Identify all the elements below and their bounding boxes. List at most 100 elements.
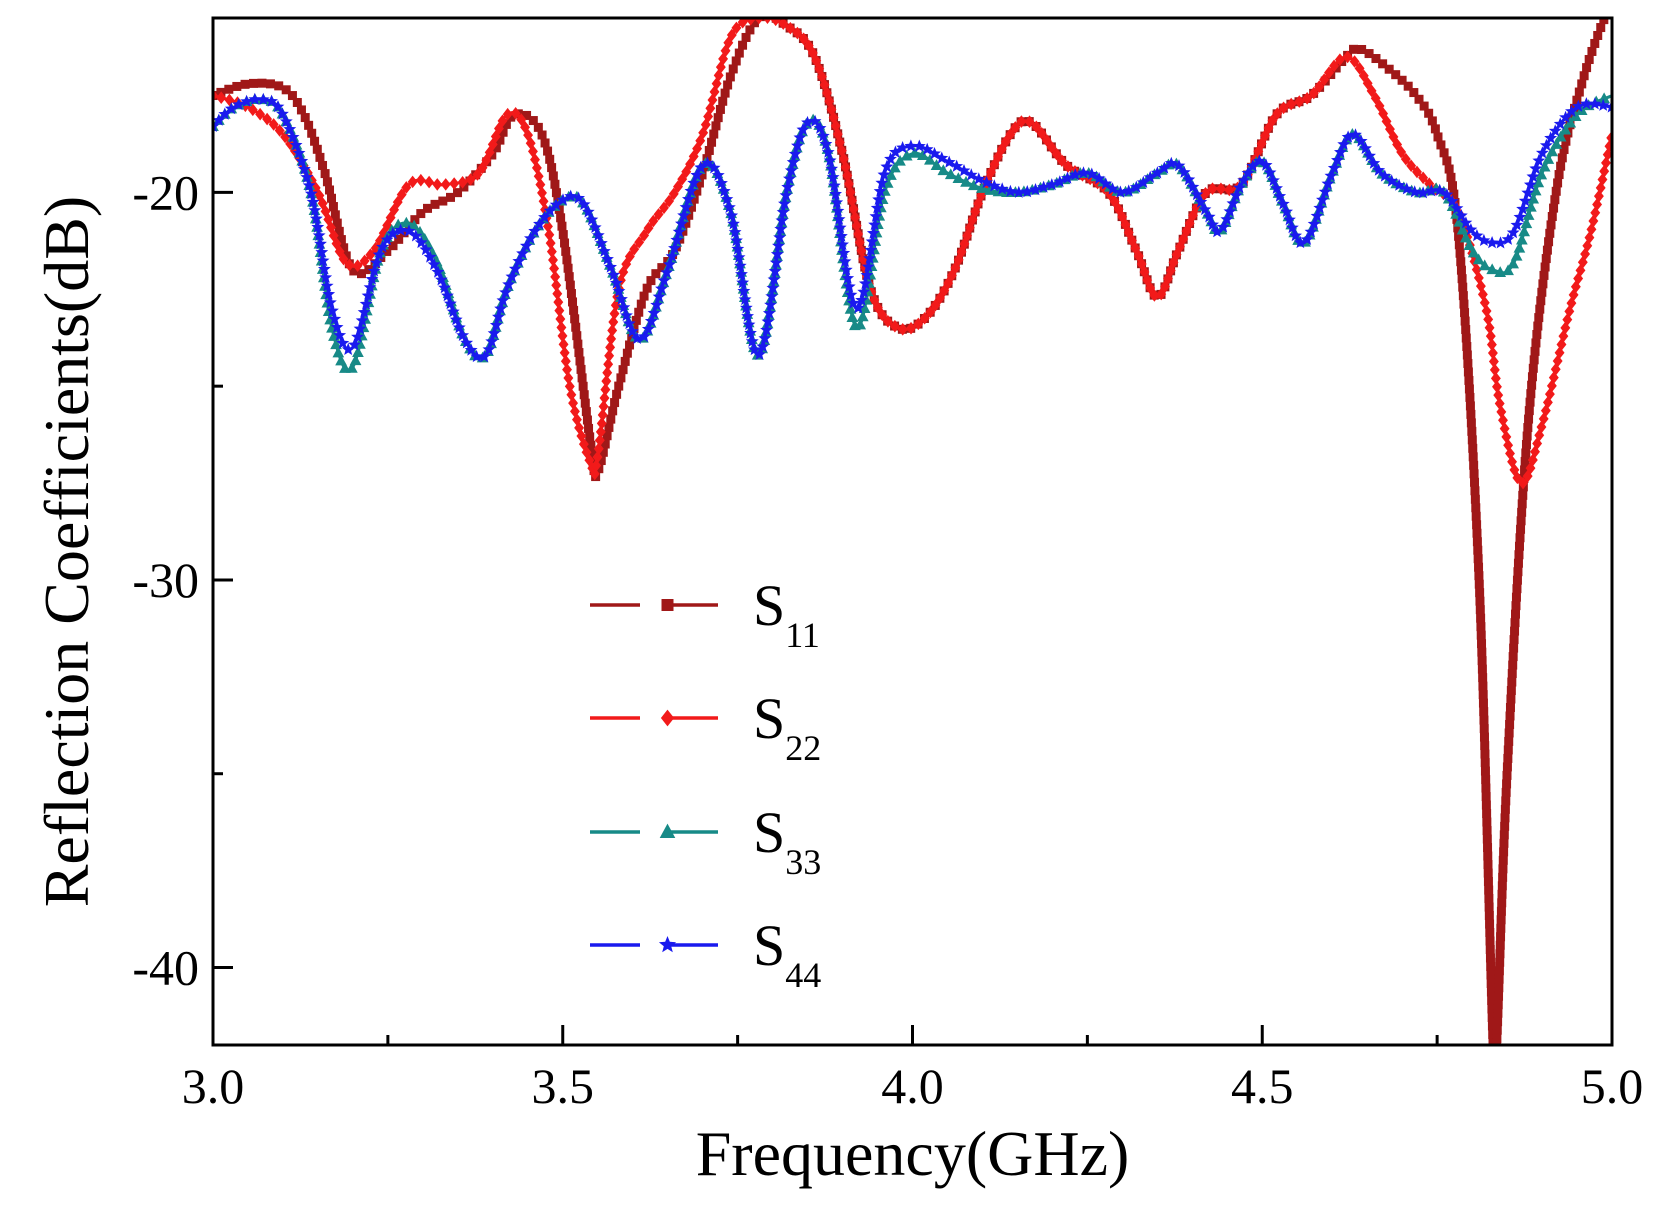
marker-s22 [607, 324, 618, 337]
marker-s11 [1549, 203, 1559, 213]
marker-s44 [311, 220, 325, 233]
marker-s11 [604, 422, 614, 432]
marker-s11 [1472, 537, 1482, 547]
marker-s44 [764, 298, 777, 311]
marker-s11 [341, 251, 351, 261]
marker-s44 [830, 195, 844, 209]
x-axis-title: Frequency(GHz) [696, 1118, 1130, 1189]
marker-s11 [1454, 240, 1464, 250]
marker-s33 [846, 311, 859, 323]
marker-s44 [591, 228, 605, 241]
marker-s44 [372, 248, 386, 261]
marker-s44 [1270, 181, 1283, 194]
marker-s44 [1445, 194, 1459, 207]
marker-s11 [1466, 418, 1476, 428]
marker-s22 [465, 173, 476, 186]
marker-s33 [1463, 239, 1476, 251]
marker-s33 [400, 216, 413, 228]
marker-s22 [970, 205, 981, 218]
marker-s22 [538, 194, 549, 208]
marker-s33 [889, 161, 901, 173]
marker-s44 [1004, 184, 1017, 197]
marker-s11 [1480, 766, 1490, 776]
marker-s11 [1460, 316, 1470, 326]
marker-s11 [1489, 1047, 1498, 1056]
marker-s11 [558, 230, 568, 240]
marker-s11 [545, 154, 555, 164]
marker-s22 [604, 349, 615, 363]
data-point-s44 [1156, 172, 1158, 174]
marker-s11 [528, 116, 538, 126]
marker-s11 [1596, 23, 1606, 33]
marker-s11 [1528, 363, 1538, 373]
marker-s11 [1554, 170, 1564, 180]
marker-s22 [1418, 171, 1429, 185]
marker-s11 [585, 432, 595, 442]
data-point-s44 [1219, 230, 1221, 232]
marker-s44 [494, 302, 507, 315]
marker-s11 [1518, 490, 1528, 500]
marker-s11 [1384, 64, 1394, 74]
marker-s11 [598, 447, 608, 457]
marker-s44 [875, 176, 889, 189]
marker-s11 [1501, 787, 1511, 797]
marker-s11 [318, 160, 328, 170]
marker-s11 [1582, 63, 1592, 73]
data-point-s44 [464, 339, 466, 341]
marker-s22 [502, 107, 513, 121]
marker-s22 [331, 237, 342, 250]
marker-s22 [713, 69, 724, 82]
marker-s44 [1194, 195, 1208, 208]
marker-s11 [1530, 346, 1540, 356]
marker-s11 [1507, 677, 1517, 687]
marker-s44 [538, 210, 551, 223]
marker-s44 [1372, 163, 1386, 176]
marker-s44 [292, 146, 306, 159]
marker-s11 [1495, 949, 1505, 959]
marker-s22 [545, 236, 556, 250]
marker-s44 [872, 192, 885, 206]
marker-s44 [980, 175, 993, 189]
marker-s11 [1456, 257, 1466, 267]
marker-s22 [754, 18, 764, 25]
marker-s44 [860, 268, 874, 281]
marker-s11 [1484, 885, 1494, 895]
marker-s44 [427, 257, 441, 271]
marker-s22 [624, 250, 635, 263]
marker-s11 [1572, 95, 1582, 105]
marker-s44 [813, 121, 827, 134]
marker-s44 [286, 130, 300, 143]
marker-s22 [803, 39, 814, 52]
data-point-s22 [813, 56, 816, 58]
marker-s11 [498, 127, 508, 137]
marker-s11 [1513, 558, 1523, 568]
marker-s22 [578, 437, 589, 451]
marker-s11 [1527, 380, 1537, 390]
marker-s22 [549, 262, 560, 275]
marker-s44 [1206, 218, 1219, 231]
data-point-s33 [331, 327, 333, 329]
marker-s22 [720, 44, 731, 58]
marker-s44 [505, 270, 519, 283]
marker-s11 [1500, 813, 1510, 823]
legend-label-base: S [753, 686, 785, 751]
marker-s11 [1521, 448, 1531, 458]
marker-s11 [300, 113, 310, 123]
marker-s44 [855, 293, 868, 306]
marker-s44 [1037, 180, 1051, 193]
marker-s11 [1458, 282, 1468, 292]
marker-s22 [328, 229, 339, 242]
marker-s11 [257, 78, 267, 88]
marker-s44 [477, 349, 491, 363]
marker-s11 [1481, 800, 1491, 810]
marker-s44 [533, 217, 546, 230]
marker-s44 [839, 263, 853, 276]
marker-s11 [606, 414, 616, 424]
marker-s22 [1334, 53, 1345, 66]
legend-label-subscript: 22 [785, 728, 821, 768]
marker-s11 [1535, 304, 1545, 314]
marker-s11 [1509, 635, 1519, 645]
marker-s44 [444, 297, 457, 310]
marker-s44 [1416, 186, 1430, 199]
marker-s11 [1493, 1000, 1503, 1010]
